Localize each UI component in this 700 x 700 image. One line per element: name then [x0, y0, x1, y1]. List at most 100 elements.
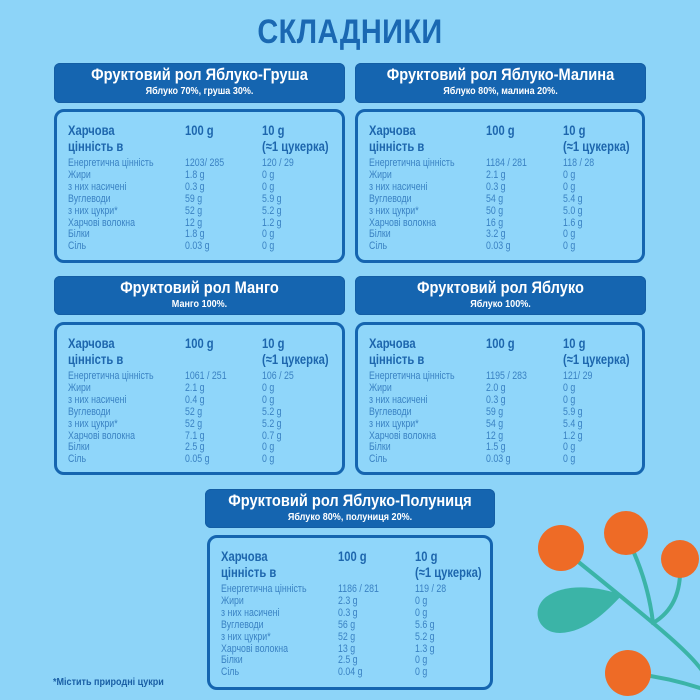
- row-label: з них насичені: [68, 393, 127, 406]
- row-value-100g: 0.03 g: [486, 453, 511, 466]
- row-label: з них цукри*: [221, 630, 271, 643]
- row-value-100g: 56 g: [338, 618, 356, 631]
- row-value-10g: 120 / 29: [262, 157, 294, 169]
- row-value-10g: 0 g: [262, 180, 275, 193]
- row-value-10g: 0 g: [563, 240, 576, 253]
- row-value-10g: 0 g: [415, 594, 428, 607]
- row-value-100g: 54 g: [486, 192, 504, 205]
- row-label: Сіль: [221, 666, 240, 679]
- row-label: з них цукри*: [369, 417, 419, 430]
- column-header-per10-note: (≈1 цукерка): [563, 138, 630, 154]
- row-value-100g: 54 g: [486, 417, 504, 430]
- column-header-nutrition: Харчова: [369, 122, 416, 138]
- row-value-100g: 0.3 g: [486, 180, 506, 193]
- product-title: Фруктовий рол Яблуко-Груша: [91, 65, 308, 84]
- row-value-100g: 0.03 g: [486, 240, 511, 253]
- column-header-nutrition-line2: цінність в: [68, 351, 124, 367]
- row-value-100g: 1203/ 285: [185, 157, 225, 169]
- column-header-per10-note: (≈1 цукерка): [262, 351, 329, 367]
- row-value-10g: 0 g: [415, 606, 428, 619]
- row-value-100g: 0.3 g: [486, 393, 506, 406]
- table-row: Енергетична цінність 1186 / 281 119 / 28: [210, 583, 490, 595]
- row-label: з них насичені: [369, 393, 428, 406]
- table-row: Вуглеводи 59 g 5.9 g: [358, 406, 642, 418]
- row-label: Енергетична цінність: [369, 370, 455, 382]
- table-row: Жири 2.3 g 0 g: [210, 595, 490, 607]
- row-label: Вуглеводи: [369, 192, 412, 205]
- row-value-100g: 1184 / 281: [486, 157, 527, 169]
- row-label: з них цукри*: [68, 417, 118, 430]
- row-value-10g: 5.2 g: [262, 417, 282, 430]
- product-composition: Яблуко 100%.: [470, 298, 531, 310]
- table-row: Жири 2.1 g 0 g: [57, 382, 342, 394]
- row-label: Білки: [68, 228, 90, 241]
- nutrition-table: Харчова цінність в 100 g 10 g (≈1 цукерк…: [355, 322, 645, 475]
- row-value-100g: 2.3 g: [338, 594, 358, 607]
- column-header-per10: 10 g: [563, 122, 586, 138]
- table-row: Білки 2.5 g 0 g: [57, 441, 342, 453]
- product-composition: Манго 100%.: [171, 298, 228, 310]
- row-value-10g: 1.2 g: [262, 216, 282, 229]
- table-row: Енергетична цінність 1195 / 283 121/ 29: [358, 370, 642, 382]
- row-value-100g: 2.1 g: [486, 168, 506, 181]
- column-header-per10-note: (≈1 цукерка): [262, 138, 329, 154]
- table-row: з них насичені 0.3 g 0 g: [358, 394, 642, 406]
- table-row: Жири 2.1 g 0 g: [358, 169, 642, 181]
- column-header-per10: 10 g: [563, 335, 586, 351]
- row-label: Вуглеводи: [369, 405, 412, 418]
- table-row: Сіль 0.03 g 0 g: [358, 453, 642, 465]
- row-label: Жири: [369, 168, 392, 181]
- row-value-10g: 1.6 g: [563, 216, 583, 229]
- row-label: Білки: [369, 441, 391, 454]
- table-row: Білки 1.5 g 0 g: [358, 441, 642, 453]
- row-value-10g: 5.4 g: [563, 417, 583, 430]
- table-row: Сіль 0.03 g 0 g: [358, 240, 642, 252]
- row-label: Білки: [369, 228, 391, 241]
- table-row: Харчові волокна 7.1 g 0.7 g: [57, 430, 342, 442]
- row-value-10g: 0 g: [262, 168, 275, 181]
- row-value-100g: 0.4 g: [185, 393, 205, 406]
- column-header-per10-note: (≈1 цукерка): [563, 351, 630, 367]
- row-label: Вуглеводи: [221, 618, 264, 631]
- row-value-10g: 0 g: [563, 168, 576, 181]
- table-row: з них цукри* 52 g 5.2 g: [57, 205, 342, 217]
- table-row: з них насичені 0.4 g 0 g: [57, 394, 342, 406]
- row-label: з них насичені: [221, 606, 280, 619]
- table-row: Харчові волокна 13 g 1.3 g: [210, 643, 490, 655]
- row-value-10g: 5.6 g: [415, 618, 435, 631]
- row-value-100g: 50 g: [486, 204, 504, 217]
- row-label: Енергетична цінність: [369, 157, 455, 169]
- row-value-10g: 0 g: [563, 228, 576, 241]
- row-value-10g: 119 / 28: [415, 583, 447, 595]
- row-label: з них насичені: [68, 180, 127, 193]
- row-value-10g: 0 g: [563, 180, 576, 193]
- card-header: Фруктовий рол Манго Манго 100%.: [54, 276, 345, 315]
- row-label: Сіль: [369, 240, 388, 253]
- row-value-10g: 5.9 g: [262, 192, 282, 205]
- row-value-10g: 5.9 g: [563, 405, 583, 418]
- table-row: Білки 1.8 g 0 g: [57, 228, 342, 240]
- row-label: Харчові волокна: [68, 429, 136, 442]
- column-header-per10: 10 g: [262, 122, 285, 138]
- row-value-10g: 0 g: [563, 453, 576, 466]
- row-label: Жири: [369, 381, 392, 394]
- row-label: з них насичені: [369, 180, 428, 193]
- row-label: Харчові волокна: [68, 216, 136, 229]
- column-header-per10-note: (≈1 цукерка): [415, 564, 482, 580]
- table-row: Жири 2.0 g 0 g: [358, 382, 642, 394]
- table-row: Сіль 0.03 g 0 g: [57, 240, 342, 252]
- row-label: Енергетична цінність: [68, 370, 154, 382]
- row-label: Енергетична цінність: [68, 157, 154, 169]
- nutrition-table: Харчова цінність в 100 g 10 g (≈1 цукерк…: [355, 109, 645, 263]
- column-header-per100: 100 g: [185, 335, 214, 351]
- row-value-100g: 12 g: [185, 216, 203, 229]
- row-value-10g: 118 / 28: [563, 157, 595, 169]
- row-label: Білки: [68, 441, 90, 454]
- row-label: Сіль: [369, 453, 388, 466]
- column-header-nutrition: Харчова: [221, 548, 268, 564]
- row-value-100g: 1.8 g: [185, 228, 205, 241]
- row-value-10g: 0 g: [415, 654, 428, 667]
- row-value-100g: 2.0 g: [486, 381, 506, 394]
- table-row: Білки 2.5 g 0 g: [210, 654, 490, 666]
- product-composition: Яблуко 80%, малина 20%.: [443, 85, 558, 97]
